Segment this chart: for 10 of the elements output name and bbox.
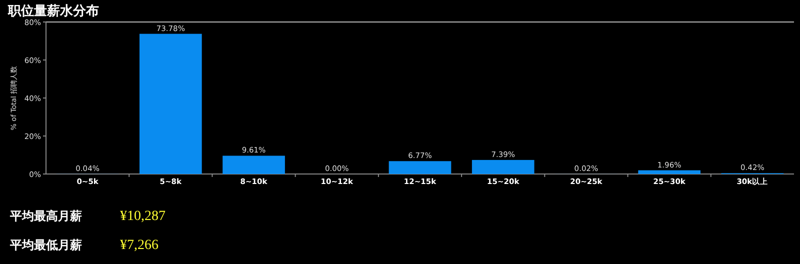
bar xyxy=(222,156,285,174)
text: 平均最低月薪 xyxy=(9,238,82,252)
bar xyxy=(388,161,452,174)
text: ¥7,266 xyxy=(120,238,158,253)
chart-title: 职位量薪水分布 xyxy=(7,3,99,19)
bar xyxy=(472,160,534,174)
text: ¥10,287 xyxy=(120,209,166,224)
bar xyxy=(140,34,202,174)
text: 平均最高月薪 xyxy=(9,209,82,223)
bar xyxy=(638,170,700,174)
